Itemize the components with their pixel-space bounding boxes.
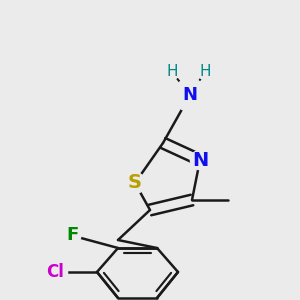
Text: S: S [128, 173, 142, 193]
Text: F: F [66, 226, 78, 244]
Text: H: H [166, 64, 178, 80]
Circle shape [43, 260, 67, 284]
Circle shape [63, 226, 81, 244]
Circle shape [197, 64, 212, 80]
Circle shape [173, 79, 206, 112]
Circle shape [64, 226, 80, 243]
Circle shape [190, 150, 210, 170]
Text: N: N [192, 151, 208, 169]
Circle shape [42, 260, 68, 285]
Text: N: N [182, 86, 197, 104]
Circle shape [124, 172, 146, 194]
Text: H: H [199, 64, 211, 80]
Circle shape [164, 64, 179, 80]
Text: Cl: Cl [46, 263, 64, 281]
